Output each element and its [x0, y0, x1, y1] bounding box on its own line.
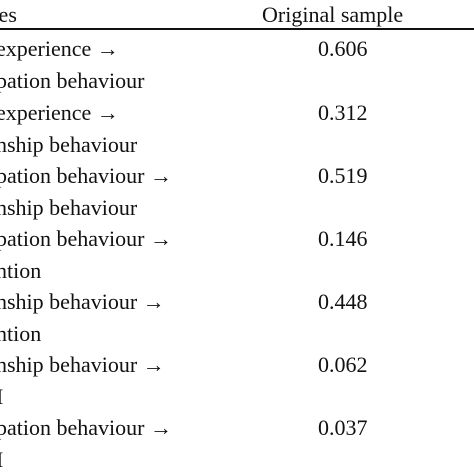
row-7-value: 0.037 [318, 415, 368, 440]
hypotheses-header: ses [0, 2, 17, 27]
row-2-line-1: experience → [0, 100, 119, 125]
row-7-line-2: I [0, 447, 3, 473]
row-5-line-1: nship behaviour → [0, 289, 165, 314]
row-4-line-1: pation behaviour → [0, 226, 172, 251]
row-3-line-2: nship behaviour [0, 195, 138, 220]
row-3-line-1: pation behaviour → [0, 163, 172, 188]
original-sample-header: Original sample [262, 2, 404, 27]
row-2-value: 0.312 [318, 100, 368, 125]
row-2-line-2: nship behaviour [0, 132, 138, 157]
row-5-line-2: ntion [0, 321, 42, 346]
row-1-value: 0.606 [318, 36, 368, 61]
row-1-line-2: pation behaviour [0, 68, 145, 93]
row-3-value: 0.519 [318, 163, 368, 188]
row-5-value: 0.448 [318, 289, 368, 314]
row-1-line-1: experience → [0, 36, 119, 61]
row-7-line-1: pation behaviour → [0, 415, 172, 440]
row-6-line-1: nship behaviour → [0, 352, 165, 377]
row-6-line-2: I [0, 384, 3, 410]
header-rule [0, 28, 474, 30]
row-6-value: 0.062 [318, 352, 368, 377]
row-4-value: 0.146 [318, 226, 368, 251]
row-4-line-2: ntion [0, 258, 42, 283]
